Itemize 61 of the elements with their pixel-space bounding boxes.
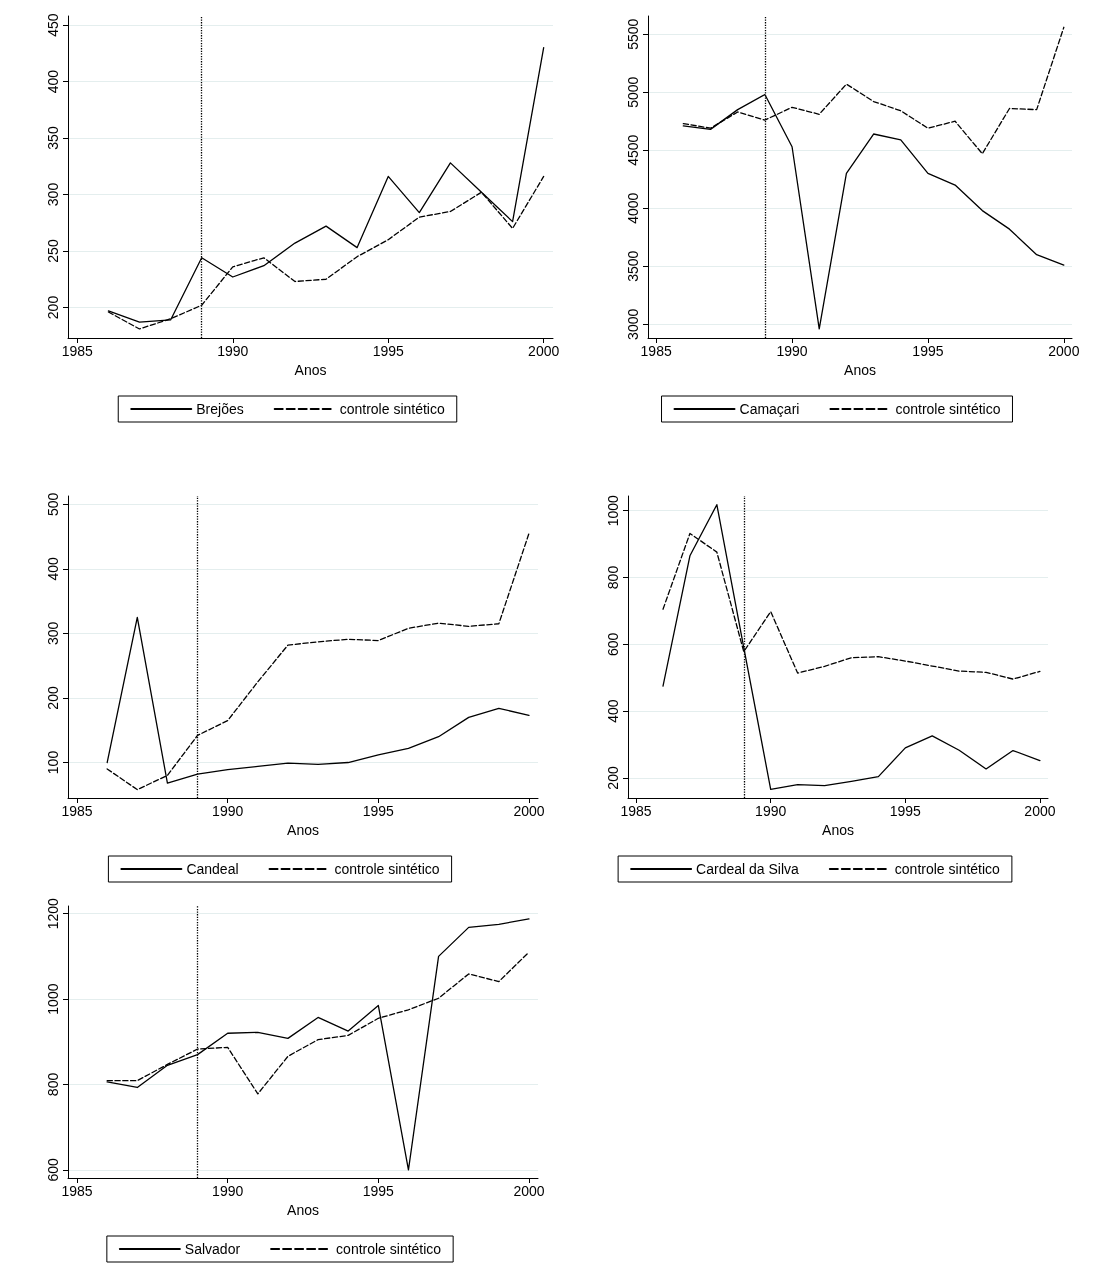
x-axis-title: Anos [844,361,876,378]
x-axis-title: Anos [294,361,327,378]
x-tick-label: 1990 [217,343,249,359]
y-tick-label: 4000 [625,192,641,224]
legend-label: controle sintético [339,401,445,417]
y-tick-label: 200 [45,686,61,710]
legend-label: controle sintético [334,861,440,877]
x-tick-label: 2000 [513,803,545,819]
x-tick-label: 1995 [362,1183,395,1199]
y-tick-label: 4500 [625,134,641,166]
legend-label: controle sintético [336,1241,442,1257]
legend-label: Brejões [196,401,244,417]
y-tick-label: 500 [45,492,61,517]
legend-label: Candeal [186,861,239,877]
y-tick-label: 1000 [45,983,61,1015]
x-tick-label: 1985 [61,343,94,359]
y-tick-label: 300 [45,621,61,646]
x-tick-label: 1995 [889,803,922,819]
x-tick-label: 1990 [776,343,808,359]
x-tick-label: 1985 [640,343,672,359]
x-tick-label: 1990 [755,803,787,819]
x-axis-title: Anos [287,1201,319,1218]
y-tick-label: 5000 [625,76,641,108]
legend-label: Camaçari [739,401,800,417]
y-tick-label: 3500 [625,250,641,282]
legend-label: Cardeal da Silva [696,861,800,877]
y-tick-label: 800 [45,1072,61,1097]
legend-label: controle sintético [894,861,1001,877]
x-tick-label: 1995 [372,343,404,359]
y-tick-label: 300 [45,182,61,207]
y-tick-label: 400 [605,699,621,723]
x-axis-title: Anos [822,821,854,838]
x-tick-label: 2000 [1048,343,1080,359]
y-tick-label: 600 [45,1157,61,1182]
x-tick-label: 2000 [513,1183,545,1199]
y-tick-label: 100 [45,750,61,775]
x-tick-label: 2000 [528,343,560,359]
legend-label: controle sintético [895,401,1001,417]
y-tick-label: 450 [45,13,61,37]
y-tick-label: 250 [45,239,61,263]
x-tick-label: 1985 [620,803,652,819]
y-tick-label: 400 [45,557,61,581]
x-tick-label: 1985 [61,1183,93,1199]
y-tick-label: 5500 [625,18,641,50]
x-tick-label: 1995 [912,343,944,359]
legend-label: Salvador [184,1241,241,1257]
y-tick-label: 350 [45,126,61,150]
x-axis-title: Anos [287,821,319,838]
x-tick-label: 1995 [362,803,395,819]
x-tick-label: 1990 [212,1183,244,1199]
y-tick-label: 400 [45,69,61,94]
y-tick-label: 600 [605,632,621,657]
y-tick-label: 1200 [45,897,61,930]
y-tick-label: 3000 [625,308,641,340]
y-tick-label: 200 [45,295,61,320]
y-tick-label: 200 [605,766,621,790]
y-tick-label: 800 [605,565,621,590]
x-tick-label: 2000 [1024,803,1056,819]
y-tick-label: 1000 [605,494,621,527]
x-tick-label: 1990 [212,803,244,819]
x-tick-label: 1985 [61,803,93,819]
